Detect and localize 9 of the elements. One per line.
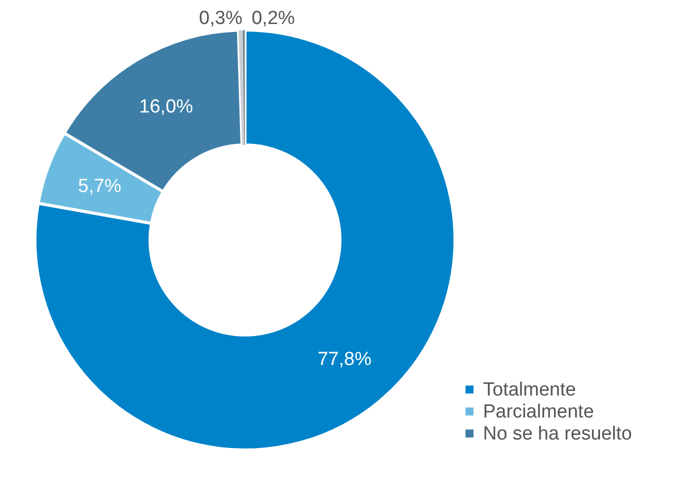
donut-slice (34, 28, 456, 452)
legend-label: No se ha resuelto (483, 424, 632, 444)
data-label: 0,3% (199, 8, 242, 30)
data-label: 5,7% (78, 176, 122, 198)
data-label: 77,8% (318, 348, 372, 370)
data-label: 0,2% (252, 8, 296, 30)
legend-label: Parcialmente (483, 402, 594, 422)
legend-label: Totalmente (483, 380, 576, 400)
data-label: 16,0% (139, 96, 194, 118)
